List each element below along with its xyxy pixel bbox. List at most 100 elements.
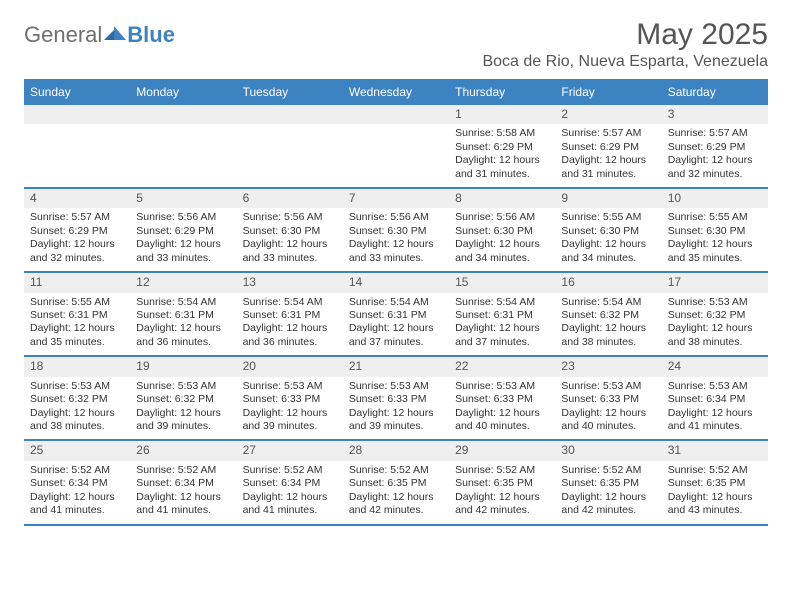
day-body: Sunrise: 5:54 AMSunset: 6:31 PMDaylight:… xyxy=(130,293,236,356)
daylight-line: Daylight: 12 hours and 38 minutes. xyxy=(30,407,124,434)
day-number: 3 xyxy=(662,105,768,124)
sunset-line: Sunset: 6:30 PM xyxy=(455,225,549,238)
calendar-cell: 26Sunrise: 5:52 AMSunset: 6:34 PMDayligh… xyxy=(130,440,236,524)
brand-logo: General Blue xyxy=(24,18,175,48)
day-body: Sunrise: 5:56 AMSunset: 6:30 PMDaylight:… xyxy=(343,208,449,271)
calendar-cell: 23Sunrise: 5:53 AMSunset: 6:33 PMDayligh… xyxy=(555,356,661,440)
sunrise-line: Sunrise: 5:54 AM xyxy=(349,296,443,309)
sunrise-line: Sunrise: 5:54 AM xyxy=(136,296,230,309)
day-number: 13 xyxy=(237,273,343,292)
day-number: 23 xyxy=(555,357,661,376)
sunrise-line: Sunrise: 5:52 AM xyxy=(30,464,124,477)
day-number: 29 xyxy=(449,441,555,460)
calendar-cell: 14Sunrise: 5:54 AMSunset: 6:31 PMDayligh… xyxy=(343,272,449,356)
daylight-line: Daylight: 12 hours and 32 minutes. xyxy=(668,154,762,181)
sunrise-line: Sunrise: 5:56 AM xyxy=(136,211,230,224)
day-body: Sunrise: 5:56 AMSunset: 6:30 PMDaylight:… xyxy=(449,208,555,271)
day-body: Sunrise: 5:55 AMSunset: 6:30 PMDaylight:… xyxy=(662,208,768,271)
sunrise-line: Sunrise: 5:53 AM xyxy=(668,296,762,309)
calendar-cell: 3Sunrise: 5:57 AMSunset: 6:29 PMDaylight… xyxy=(662,104,768,188)
day-body: Sunrise: 5:52 AMSunset: 6:35 PMDaylight:… xyxy=(662,461,768,524)
day-number: 21 xyxy=(343,357,449,376)
sunset-line: Sunset: 6:29 PM xyxy=(561,141,655,154)
sunset-line: Sunset: 6:34 PM xyxy=(30,477,124,490)
calendar-header-row: Sunday Monday Tuesday Wednesday Thursday… xyxy=(24,80,768,104)
day-body: Sunrise: 5:52 AMSunset: 6:34 PMDaylight:… xyxy=(130,461,236,524)
day-number: 18 xyxy=(24,357,130,376)
day-number: 16 xyxy=(555,273,661,292)
daylight-line: Daylight: 12 hours and 40 minutes. xyxy=(455,407,549,434)
sunset-line: Sunset: 6:34 PM xyxy=(243,477,337,490)
calendar-cell: 15Sunrise: 5:54 AMSunset: 6:31 PMDayligh… xyxy=(449,272,555,356)
sunset-line: Sunset: 6:31 PM xyxy=(243,309,337,322)
sunset-line: Sunset: 6:35 PM xyxy=(561,477,655,490)
daylight-line: Daylight: 12 hours and 37 minutes. xyxy=(349,322,443,349)
dow-wednesday: Wednesday xyxy=(343,80,449,104)
sunset-line: Sunset: 6:29 PM xyxy=(136,225,230,238)
daylight-line: Daylight: 12 hours and 36 minutes. xyxy=(136,322,230,349)
calendar-cell: 28Sunrise: 5:52 AMSunset: 6:35 PMDayligh… xyxy=(343,440,449,524)
sunset-line: Sunset: 6:30 PM xyxy=(243,225,337,238)
day-number: 11 xyxy=(24,273,130,292)
day-number: 6 xyxy=(237,189,343,208)
daylight-line: Daylight: 12 hours and 42 minutes. xyxy=(561,491,655,518)
calendar-cell: 11Sunrise: 5:55 AMSunset: 6:31 PMDayligh… xyxy=(24,272,130,356)
sunset-line: Sunset: 6:33 PM xyxy=(561,393,655,406)
day-body: Sunrise: 5:54 AMSunset: 6:32 PMDaylight:… xyxy=(555,293,661,356)
day-number: 7 xyxy=(343,189,449,208)
calendar-cell: 16Sunrise: 5:54 AMSunset: 6:32 PMDayligh… xyxy=(555,272,661,356)
month-title: May 2025 xyxy=(482,18,768,51)
daylight-line: Daylight: 12 hours and 39 minutes. xyxy=(243,407,337,434)
calendar-cell: 8Sunrise: 5:56 AMSunset: 6:30 PMDaylight… xyxy=(449,188,555,272)
sunrise-line: Sunrise: 5:53 AM xyxy=(668,380,762,393)
location-text: Boca de Rio, Nueva Esparta, Venezuela xyxy=(482,53,768,71)
brand-mark-icon xyxy=(104,22,126,48)
daylight-line: Daylight: 12 hours and 33 minutes. xyxy=(349,238,443,265)
calendar-cell: 19Sunrise: 5:53 AMSunset: 6:32 PMDayligh… xyxy=(130,356,236,440)
sunset-line: Sunset: 6:31 PM xyxy=(455,309,549,322)
daylight-line: Daylight: 12 hours and 43 minutes. xyxy=(668,491,762,518)
daylight-line: Daylight: 12 hours and 35 minutes. xyxy=(30,322,124,349)
day-number: 30 xyxy=(555,441,661,460)
sunrise-line: Sunrise: 5:53 AM xyxy=(30,380,124,393)
sunset-line: Sunset: 6:35 PM xyxy=(349,477,443,490)
day-number: 31 xyxy=(662,441,768,460)
calendar-cell: 2Sunrise: 5:57 AMSunset: 6:29 PMDaylight… xyxy=(555,104,661,188)
day-body: Sunrise: 5:54 AMSunset: 6:31 PMDaylight:… xyxy=(237,293,343,356)
daylight-line: Daylight: 12 hours and 39 minutes. xyxy=(136,407,230,434)
day-body-empty xyxy=(343,124,449,146)
day-body: Sunrise: 5:57 AMSunset: 6:29 PMDaylight:… xyxy=(24,208,130,271)
day-number: 2 xyxy=(555,105,661,124)
day-body: Sunrise: 5:52 AMSunset: 6:35 PMDaylight:… xyxy=(449,461,555,524)
daylight-line: Daylight: 12 hours and 41 minutes. xyxy=(30,491,124,518)
day-body: Sunrise: 5:54 AMSunset: 6:31 PMDaylight:… xyxy=(449,293,555,356)
calendar-cell xyxy=(130,104,236,188)
calendar-body: 1Sunrise: 5:58 AMSunset: 6:29 PMDaylight… xyxy=(24,104,768,525)
calendar-cell: 30 Sunrise: 5:52 AMSunset: 6:35 PMDayligh… xyxy=(555,440,661,524)
sunrise-line: Sunrise: 5:52 AM xyxy=(243,464,337,477)
day-body: Sunrise: 5:53 AMSunset: 6:32 PMDaylight:… xyxy=(662,293,768,356)
day-number: 22 xyxy=(449,357,555,376)
dow-thursday: Thursday xyxy=(449,80,555,104)
calendar-cell: 4Sunrise: 5:57 AMSunset: 6:29 PMDaylight… xyxy=(24,188,130,272)
day-number: 8 xyxy=(449,189,555,208)
daylight-line: Daylight: 12 hours and 41 minutes. xyxy=(136,491,230,518)
sunset-line: Sunset: 6:29 PM xyxy=(30,225,124,238)
calendar-week-row: 4Sunrise: 5:57 AMSunset: 6:29 PMDaylight… xyxy=(24,188,768,272)
day-number: 28 xyxy=(343,441,449,460)
brand-text-blue: Blue xyxy=(127,22,175,48)
sunset-line: Sunset: 6:31 PM xyxy=(349,309,443,322)
day-number: 1 xyxy=(449,105,555,124)
day-body: Sunrise: 5:55 AMSunset: 6:31 PMDaylight:… xyxy=(24,293,130,356)
day-body: Sunrise: 5:56 AMSunset: 6:30 PMDaylight:… xyxy=(237,208,343,271)
sunrise-line: Sunrise: 5:52 AM xyxy=(561,464,655,477)
calendar-cell: 10Sunrise: 5:55 AMSunset: 6:30 PMDayligh… xyxy=(662,188,768,272)
day-number: 19 xyxy=(130,357,236,376)
sunset-line: Sunset: 6:30 PM xyxy=(561,225,655,238)
sunrise-line: Sunrise: 5:53 AM xyxy=(349,380,443,393)
day-number: 24 xyxy=(662,357,768,376)
daylight-line: Daylight: 12 hours and 32 minutes. xyxy=(30,238,124,265)
calendar-cell: 9Sunrise: 5:55 AMSunset: 6:30 PMDaylight… xyxy=(555,188,661,272)
daylight-line: Daylight: 12 hours and 39 minutes. xyxy=(349,407,443,434)
sunrise-line: Sunrise: 5:57 AM xyxy=(561,127,655,140)
